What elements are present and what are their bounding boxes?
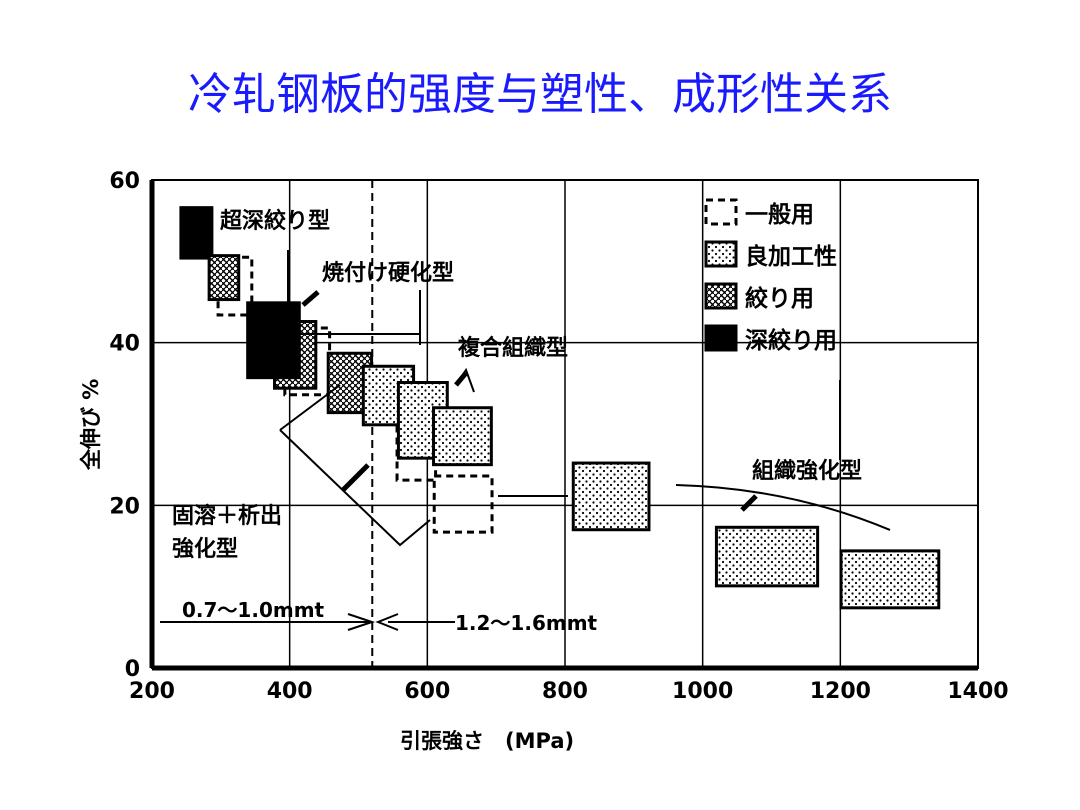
region-textured	[207, 254, 241, 302]
x-tick-label: 400	[267, 679, 313, 704]
legend-label: 一般用	[745, 201, 814, 228]
x-tick-label: 200	[129, 679, 175, 704]
y-tick-label: 0	[125, 657, 140, 682]
region-black	[246, 301, 301, 380]
label-thick: 1.2～1.6mmt	[455, 611, 598, 635]
x-tick-label: 1000	[672, 679, 733, 704]
legend-swatch-textured	[704, 282, 738, 310]
region-dotted	[714, 525, 820, 588]
label-dual-phase: 複合組織型	[458, 335, 568, 361]
x-axis-label: 引張強さ (MPa)	[400, 729, 574, 753]
region-dashed	[432, 474, 494, 534]
region-dotted	[839, 549, 941, 610]
label-thin: 0.7～1.0mmt	[182, 598, 325, 622]
region-dotted	[571, 461, 651, 532]
region-black	[179, 206, 214, 260]
label-bake-hardening: 焼付け硬化型	[322, 260, 454, 286]
region-dotted	[432, 406, 493, 467]
legend-swatch-black	[704, 324, 738, 352]
label-solution-2: 強化型	[172, 536, 238, 562]
annotation-lines	[160, 250, 891, 631]
y-tick-label: 40	[109, 332, 140, 357]
legend-label: 絞り用	[745, 285, 814, 312]
legend-label: 良加工性	[745, 243, 837, 270]
x-tick-label: 600	[404, 679, 450, 704]
page-title: 冷轧钢板的强度与塑性、成形性关系	[188, 69, 892, 120]
x-tick-label: 800	[542, 679, 588, 704]
label-solution: 固溶＋析出	[172, 503, 282, 529]
y-axis-label: 全伸び %	[79, 379, 103, 471]
legend-label: 深絞り用	[745, 327, 837, 354]
x-tick-label: 1200	[810, 679, 871, 704]
x-tick-label: 1400	[947, 679, 1008, 704]
legend-swatch-dotted	[704, 240, 738, 268]
legend-swatch-dashed	[704, 198, 738, 226]
label-structure: 組織強化型	[752, 458, 862, 484]
y-tick-label: 60	[109, 169, 140, 194]
label-ultra-deep: 超深絞り型	[220, 208, 330, 234]
y-tick-label: 20	[109, 494, 140, 519]
